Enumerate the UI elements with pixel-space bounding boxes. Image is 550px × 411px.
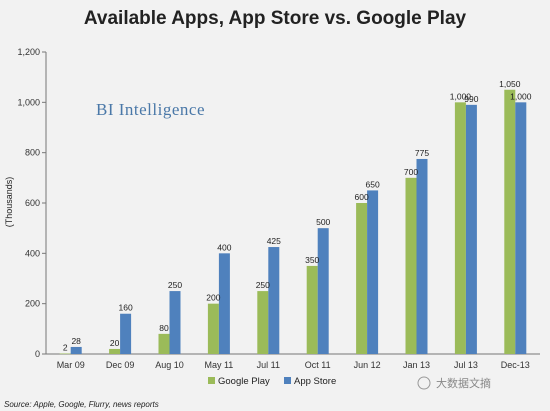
- x-tick-label: Dec-13: [501, 360, 530, 370]
- bar-app-store: [515, 102, 527, 354]
- x-tick-label: Jan 13: [403, 360, 430, 370]
- data-label: 250: [256, 280, 270, 290]
- x-tick-label: Oct 11: [305, 360, 331, 370]
- bar-app-store: [416, 158, 428, 354]
- legend-label-app-store: App Store: [294, 376, 336, 387]
- bar-app-store: [169, 291, 181, 354]
- data-label: 990: [464, 94, 478, 104]
- data-label: 400: [217, 242, 231, 252]
- bar-google-play: [356, 203, 368, 354]
- data-label: 1,000: [510, 91, 532, 101]
- data-label: 2: [63, 342, 68, 352]
- data-label: 80: [159, 323, 169, 333]
- bar-google-play: [454, 102, 466, 354]
- watermark-text: 大数据文摘: [436, 376, 491, 390]
- bar-app-store: [70, 346, 82, 354]
- x-ticks: Mar 09 Dec 09 Aug 10 May 11 Jul 11 Oct 11 Jun …: [57, 360, 530, 370]
- watermark: 大数据文摘: [417, 376, 491, 390]
- x-tick-label: Jul 13: [454, 360, 478, 370]
- data-label: 650: [366, 179, 380, 189]
- data-label: 200: [206, 293, 220, 303]
- data-label: 600: [355, 192, 369, 202]
- data-label: 1,050: [499, 79, 521, 89]
- y-tick-label: 1,200: [17, 47, 40, 57]
- bar-google-play: [207, 303, 219, 354]
- wechat-icon: [417, 376, 431, 390]
- y-tick-label: 200: [25, 299, 40, 309]
- bar-google-play: [158, 333, 170, 354]
- x-tick-label: Jul 11: [257, 360, 280, 370]
- legend-swatch-google-play: [208, 377, 215, 384]
- x-tick-label: Aug 10: [155, 360, 184, 370]
- data-label: 425: [267, 236, 281, 246]
- y-tick-label: 1,000: [17, 97, 40, 107]
- y-tick-label: 400: [25, 248, 40, 258]
- data-label: 1,000: [450, 91, 472, 101]
- data-label: 500: [316, 217, 330, 227]
- data-label: 700: [404, 167, 418, 177]
- bars: [59, 89, 527, 355]
- bar-google-play: [306, 265, 318, 354]
- data-label: 160: [119, 303, 133, 313]
- x-tick-label: Jun 12: [354, 360, 381, 370]
- bar-google-play: [504, 89, 516, 354]
- data-label: 28: [71, 336, 81, 346]
- y-ticks: 0 200 400 600 800 1,000 1,200: [17, 47, 46, 359]
- data-label: 20: [110, 338, 120, 348]
- legend-swatch-app-store: [284, 377, 291, 384]
- source-note: Source: Apple, Google, Flurry, news repo…: [4, 400, 159, 409]
- legend-label-google-play: Google Play: [218, 376, 270, 387]
- bar-app-store: [120, 313, 132, 354]
- data-labels: 228 20 160 80 250 200 400 250 425 350 500 600 650 700…: [63, 79, 532, 353]
- x-tick-label: May 11: [204, 360, 233, 370]
- bar-app-store: [218, 253, 230, 354]
- x-tick-label: Dec 09: [106, 360, 135, 370]
- y-tick-label: 600: [25, 198, 40, 208]
- y-tick-label: 0: [35, 349, 40, 359]
- data-label: 350: [305, 255, 319, 265]
- bar-google-play: [257, 291, 269, 354]
- bar-app-store: [465, 104, 477, 354]
- bar-app-store: [367, 190, 379, 354]
- data-label: 775: [415, 148, 429, 158]
- y-axis-label: (Thousands): [4, 177, 14, 228]
- legend: Google Play App Store: [208, 376, 336, 387]
- bar-app-store: [268, 247, 280, 354]
- y-tick-label: 800: [25, 148, 40, 158]
- bar-google-play: [59, 353, 71, 355]
- data-label: 250: [168, 280, 182, 290]
- bar-app-store: [317, 228, 329, 354]
- x-tick-label: Mar 09: [57, 360, 85, 370]
- bar-google-play: [405, 177, 417, 354]
- chart-title: Available Apps, App Store vs. Google Pla…: [84, 8, 467, 29]
- bar-google-play: [109, 348, 121, 354]
- brand-logo-text: BI Intelligence: [96, 100, 205, 119]
